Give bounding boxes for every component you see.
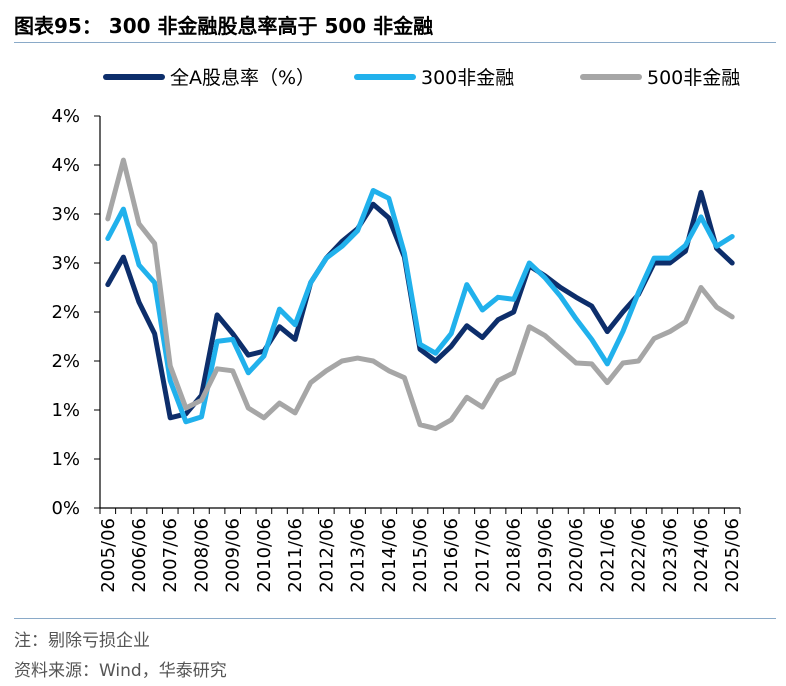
x-tick-label: 2023/06 [660,518,681,593]
series-line-1 [105,189,735,421]
line-chart: 全A股息率（%） 300非金融 500非金融 0% 1% 1% 2% 2% 3% 3% 4% 4% 2… [51,67,743,593]
x-tick-label: 2008/06 [191,518,212,593]
x-tick-label: 2009/06 [223,518,244,593]
x-tick-label: 2024/06 [691,518,712,593]
y-tick-label: 4% [51,106,80,127]
x-tick-label: 2019/06 [535,518,556,593]
x-tick-label: 2021/06 [597,518,618,593]
footnote: 注：剔除亏损企业 [14,631,150,651]
x-tick-label: 2012/06 [316,518,337,593]
chart-legend: 全A股息率（%） 300非金融 500非金融 [103,67,740,89]
x-tick-label: 2025/06 [722,518,743,593]
x-tick-label: 2005/06 [98,518,119,593]
y-tick-label: 3% [51,204,80,225]
figure-title: 图表95： 300 非金融股息率高于 500 非金融 [14,14,434,38]
x-tick-label: 2011/06 [285,518,306,593]
x-tick-label: 2006/06 [129,518,150,593]
title-divider [14,42,776,43]
x-tick-label: 2022/06 [629,518,650,593]
x-tick-label: 2017/06 [472,518,493,593]
x-tick-label: 2020/06 [566,518,587,593]
y-tick-label: 1% [51,400,80,421]
y-tick-label: 0% [51,498,80,519]
series-line-2 [105,188,735,425]
source-note: 资料来源：Wind，华泰研究 [14,661,227,681]
x-tick-label: 2014/06 [379,518,400,593]
x-tick-label: 2007/06 [160,518,181,593]
y-tick-label: 4% [51,155,80,176]
legend-label-2: 300非金融 [421,67,514,89]
y-tick-label: 1% [51,449,80,470]
x-tick-label: 2018/06 [504,518,525,593]
legend-label-3: 500非金融 [647,67,740,89]
x-tick-label: 2015/06 [410,518,431,593]
chart-axes: 0% 1% 1% 2% 2% 3% 3% 4% 4% 2005/06 2006/06 2007/06 2… [51,106,743,593]
footer-divider [14,618,776,619]
y-tick-label: 2% [51,351,80,372]
series-line-3 [105,157,735,432]
x-tick-label: 2016/06 [441,518,462,593]
legend-label-1: 全A股息率（%） [170,67,315,89]
x-tick-label: 2013/06 [348,518,369,593]
y-tick-label: 2% [51,302,80,323]
x-tick-label: 2010/06 [254,518,275,593]
y-tick-label: 3% [51,253,80,274]
plot-area [105,157,735,432]
